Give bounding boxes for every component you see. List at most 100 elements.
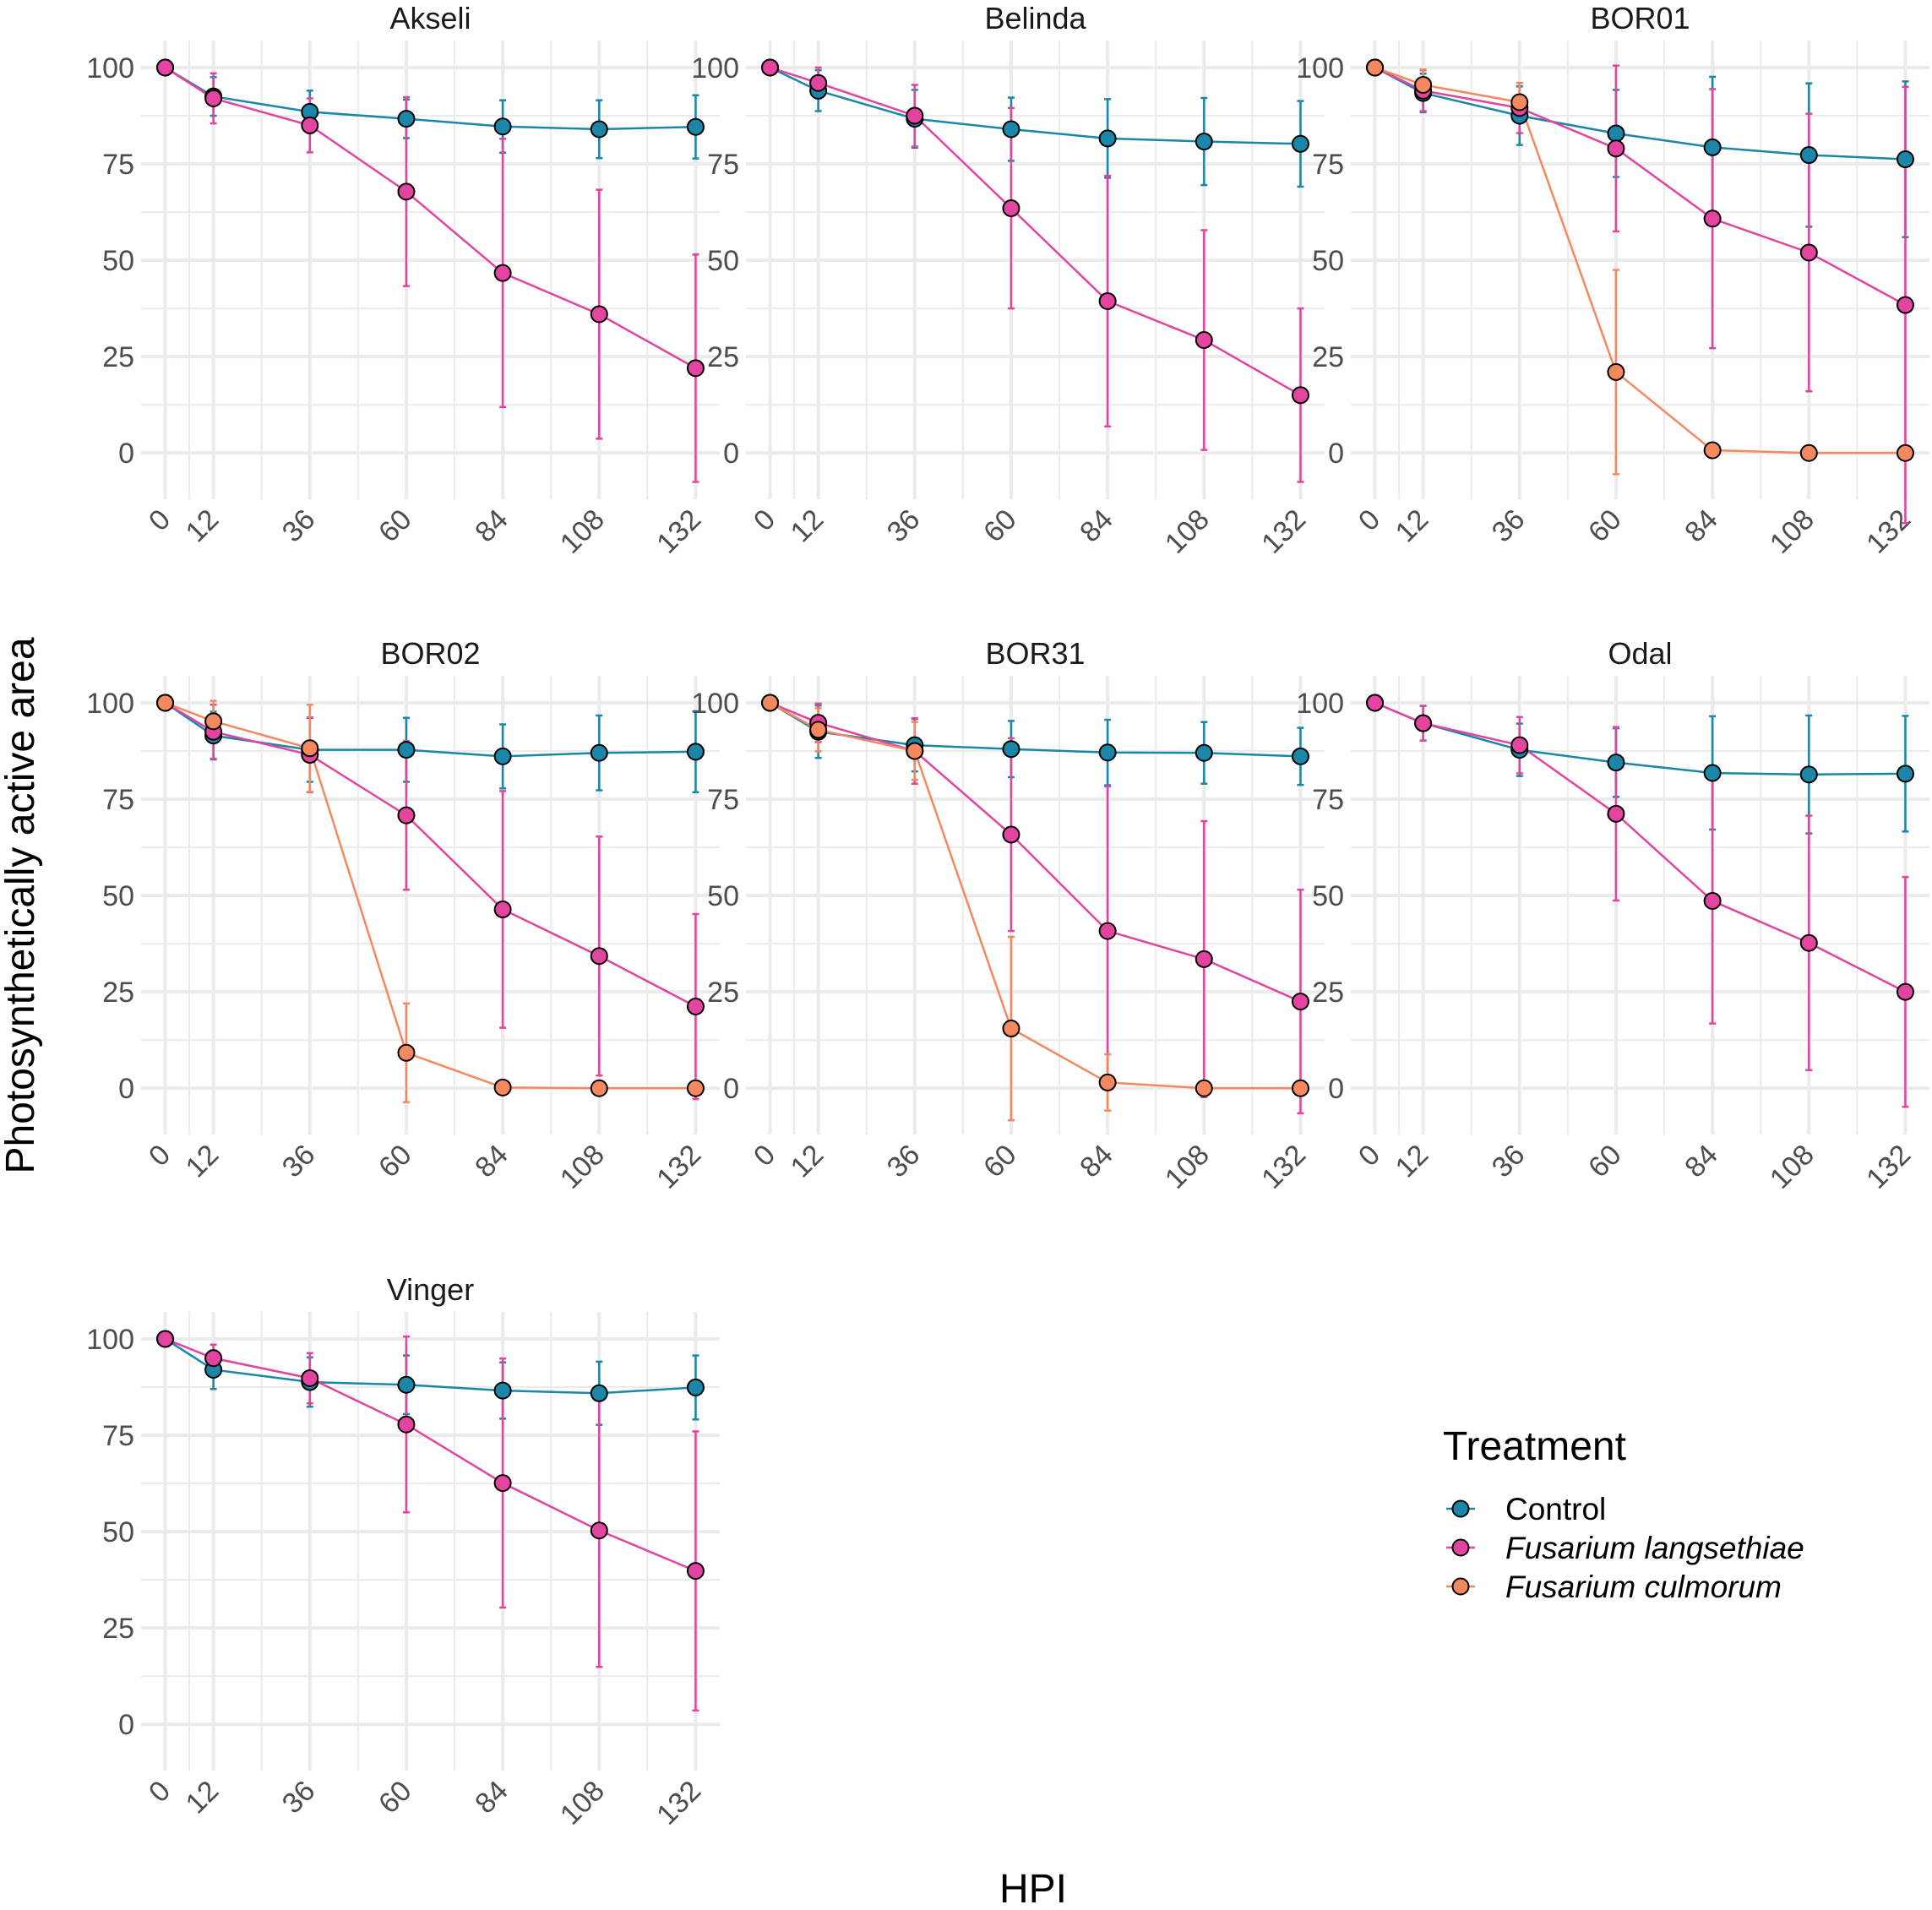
- x-tick-label: 84: [469, 1139, 514, 1184]
- data-point-control: [686, 1378, 705, 1396]
- panel-title: BOR02: [380, 636, 480, 671]
- y-tick-label: 25: [102, 1613, 134, 1645]
- y-tick-label: 75: [102, 149, 134, 181]
- x-tick-label: 36: [881, 1139, 927, 1184]
- y-axis-title: Photosynthetically active area: [0, 637, 43, 1173]
- data-point-fculm: [590, 1079, 608, 1097]
- x-tick-label: 84: [469, 1775, 514, 1820]
- data-point-control: [1896, 150, 1914, 169]
- y-tick-label: 75: [1312, 784, 1344, 816]
- y-tick-label: 50: [1312, 245, 1344, 277]
- gridlines: [141, 1312, 720, 1771]
- data-point-flang: [686, 359, 705, 378]
- data-point-control: [590, 120, 608, 139]
- data-point-flang: [493, 901, 512, 919]
- legend-items: Control Fusarium langsethiae Fusarium culm…: [1446, 1492, 1804, 1604]
- legend: Treatment Control Fusarium langsethiae Fus…: [1443, 1424, 1804, 1604]
- legend-label: Control: [1505, 1492, 1606, 1526]
- series-line-control: [769, 701, 1301, 758]
- data-point-flang: [1195, 331, 1213, 350]
- data-point-flang: [906, 106, 924, 125]
- data-point-fculm: [493, 1078, 512, 1096]
- data-point-flang: [761, 58, 780, 77]
- x-tick-label: 12: [785, 503, 830, 549]
- data-point-flang: [590, 305, 608, 324]
- y-tick-label: 0: [118, 1073, 134, 1105]
- x-tick-label: 36: [881, 503, 927, 549]
- y-tick-label: 75: [707, 784, 739, 816]
- y-tick-label: 50: [102, 1516, 134, 1548]
- y-tick-label: 100: [86, 1324, 134, 1356]
- y-tick-label: 50: [707, 880, 739, 912]
- data-point-control: [1002, 740, 1020, 759]
- data-point-flang: [204, 89, 223, 107]
- data-point-flang: [1414, 714, 1433, 732]
- y-tick-label: 0: [1328, 1073, 1344, 1105]
- x-tick-label: 108: [554, 1775, 611, 1831]
- data-point-fculm: [1195, 1079, 1213, 1097]
- x-tick-label: 132: [1255, 1139, 1312, 1195]
- y-tick-label: 25: [707, 977, 739, 1009]
- x-tick-label: 108: [554, 1139, 611, 1195]
- data-point-fculm: [1414, 75, 1433, 94]
- x-tick-label: 84: [1679, 1139, 1724, 1184]
- data-point-control: [1799, 765, 1818, 784]
- data-point-flang: [204, 1349, 223, 1368]
- series-line-control: [164, 66, 696, 131]
- data-point-flang: [1703, 210, 1722, 228]
- data-point-flang: [1195, 950, 1213, 968]
- x-tick-label: 84: [1074, 1139, 1119, 1184]
- data-point-fculm: [1799, 443, 1818, 462]
- gridlines: [746, 41, 1325, 499]
- y-tick-label: 0: [118, 438, 134, 470]
- series-line-flang: [770, 701, 1301, 1003]
- series-line-flang: [164, 701, 697, 1008]
- y-tick-label: 50: [1312, 880, 1344, 912]
- x-tick-label: 60: [373, 1775, 418, 1820]
- y-tick-label: 25: [102, 977, 134, 1009]
- y-tick-label: 75: [102, 784, 134, 816]
- data-point-control: [493, 1381, 512, 1400]
- x-tick-label: 60: [1582, 1139, 1628, 1184]
- x-tick-label: 132: [650, 503, 707, 560]
- x-tick-label: 60: [373, 503, 418, 549]
- data-point-control: [1195, 133, 1213, 151]
- legend-item-control: Control: [1446, 1492, 1606, 1526]
- data-point-control: [1195, 743, 1213, 762]
- gridlines: [141, 676, 720, 1135]
- data-point-flang: [590, 947, 608, 966]
- data-point-control: [1607, 124, 1625, 143]
- y-tick-label: 25: [1312, 341, 1344, 373]
- panel-title: Akseli: [389, 1, 471, 35]
- x-tick-label: 60: [1582, 503, 1628, 549]
- x-tick-label: 36: [276, 1775, 322, 1820]
- x-tick-label: 60: [373, 1139, 418, 1184]
- data-point-fculm: [809, 721, 828, 739]
- x-tick-label: 12: [180, 503, 226, 549]
- panel-title: Belinda: [984, 1, 1086, 35]
- series-line-flang: [1374, 66, 1907, 307]
- data-point-flang: [1002, 825, 1020, 844]
- data-point-control: [590, 1384, 608, 1402]
- panel-title: BOR01: [1590, 1, 1690, 35]
- panel-title: Vinger: [387, 1272, 474, 1307]
- data-point-flang: [156, 58, 175, 77]
- x-tick-label: 132: [1860, 503, 1917, 560]
- data-point-flang: [686, 998, 705, 1016]
- data-point-flang: [301, 116, 319, 134]
- data-point-control: [493, 747, 512, 765]
- data-point-fculm: [1896, 443, 1914, 462]
- x-tick-label: 0: [143, 503, 177, 537]
- panel-title: Odal: [1608, 636, 1672, 671]
- data-point-fculm: [156, 694, 175, 712]
- data-point-control: [1703, 764, 1722, 782]
- y-tick-label: 0: [118, 1709, 134, 1741]
- y-tick-label: 25: [102, 341, 134, 373]
- data-point-flang: [397, 182, 416, 201]
- data-point-fculm: [1703, 441, 1722, 460]
- data-point-fculm: [1366, 58, 1385, 77]
